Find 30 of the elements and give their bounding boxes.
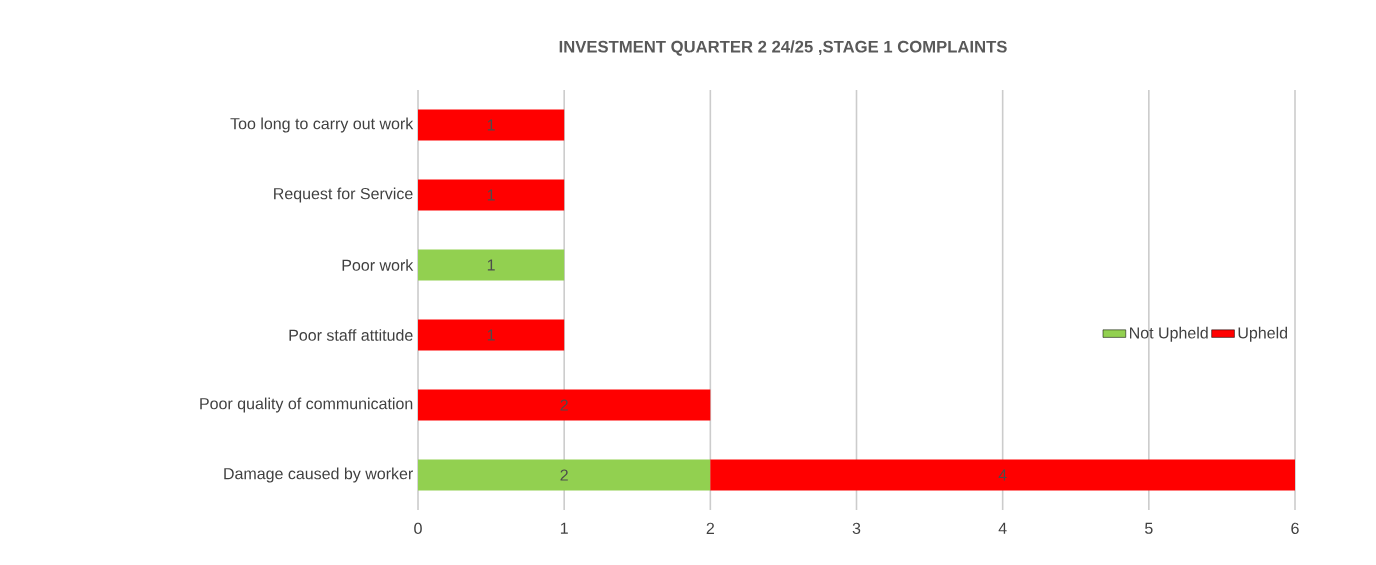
y-tick-label: Request for Service [274, 187, 413, 203]
x-tick-label: 4 [998, 522, 1007, 534]
x-tick-label: 3 [852, 522, 861, 535]
chart-title: INVESTMENT QUARTER 2 24/25 ,STAGE 1 COMPLAINTS [559, 40, 1007, 56]
x-tick-label: 1 [560, 522, 568, 534]
x-tick-label: 0 [414, 522, 422, 535]
data-label: 4 [998, 469, 1007, 481]
x-tick-label: 2 [706, 522, 714, 534]
bar [418, 319, 565, 351]
data-label: 1 [487, 329, 495, 341]
y-tick-label: Damage caused by worker [224, 467, 413, 483]
data-label: 1 [487, 119, 495, 131]
x-tick-label: 6 [1291, 522, 1299, 535]
data-label: 1 [487, 189, 495, 201]
y-tick-label: Too long to carry out work [230, 117, 414, 133]
y-tick-label: Poor work [342, 259, 414, 271]
bar [418, 459, 711, 491]
data-label: 2 [560, 469, 568, 481]
bar [418, 179, 565, 211]
x-tick-label: 5 [1145, 522, 1153, 534]
bar [710, 459, 1295, 491]
legend-label: Upheld [1238, 326, 1288, 342]
y-tick-label: Poor quality of communication [200, 397, 413, 413]
legend-label: Not Upheld [1130, 326, 1208, 342]
bar [418, 389, 711, 421]
bar [418, 249, 565, 281]
data-label: 2 [560, 399, 568, 411]
y-tick-label: Poor staff attitude [289, 329, 413, 341]
bar [418, 109, 565, 141]
data-label: 1 [487, 259, 495, 271]
